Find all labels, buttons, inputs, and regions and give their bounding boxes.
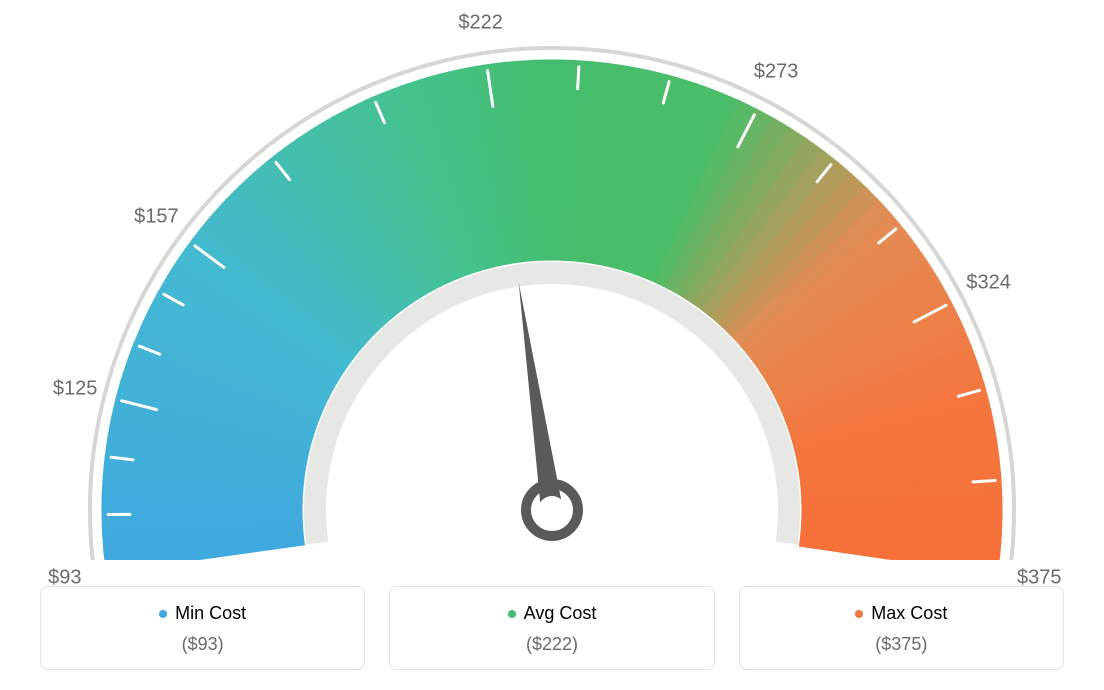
gauge-tick-label: $222: [458, 12, 503, 35]
cost-gauge: $93$125$157$222$273$324$375: [0, 0, 1104, 560]
legend-value-min: ($93): [51, 634, 354, 655]
legend-label-min: Min Cost: [175, 603, 246, 624]
legend-label-avg: Avg Cost: [524, 603, 597, 624]
legend-label-max: Max Cost: [871, 603, 947, 624]
dot-min: [159, 610, 167, 618]
dot-max: [855, 610, 863, 618]
legend-value-max: ($375): [750, 634, 1053, 655]
gauge-tick-label: $273: [754, 61, 799, 84]
legend-card-max: Max Cost ($375): [739, 586, 1064, 670]
gauge-tick-label: $324: [966, 272, 1011, 295]
legend-title-max: Max Cost: [855, 603, 947, 624]
legend-title-min: Min Cost: [159, 603, 246, 624]
gauge-tick-label: $125: [53, 377, 98, 400]
dot-avg: [508, 610, 516, 618]
legend-card-avg: Avg Cost ($222): [389, 586, 714, 670]
legend-title-avg: Avg Cost: [508, 603, 597, 624]
gauge-tick-label: $157: [134, 206, 179, 229]
legend-card-min: Min Cost ($93): [40, 586, 365, 670]
legend-value-avg: ($222): [400, 634, 703, 655]
gauge-svg: [0, 0, 1104, 560]
legend-row: Min Cost ($93) Avg Cost ($222) Max Cost …: [40, 586, 1064, 670]
